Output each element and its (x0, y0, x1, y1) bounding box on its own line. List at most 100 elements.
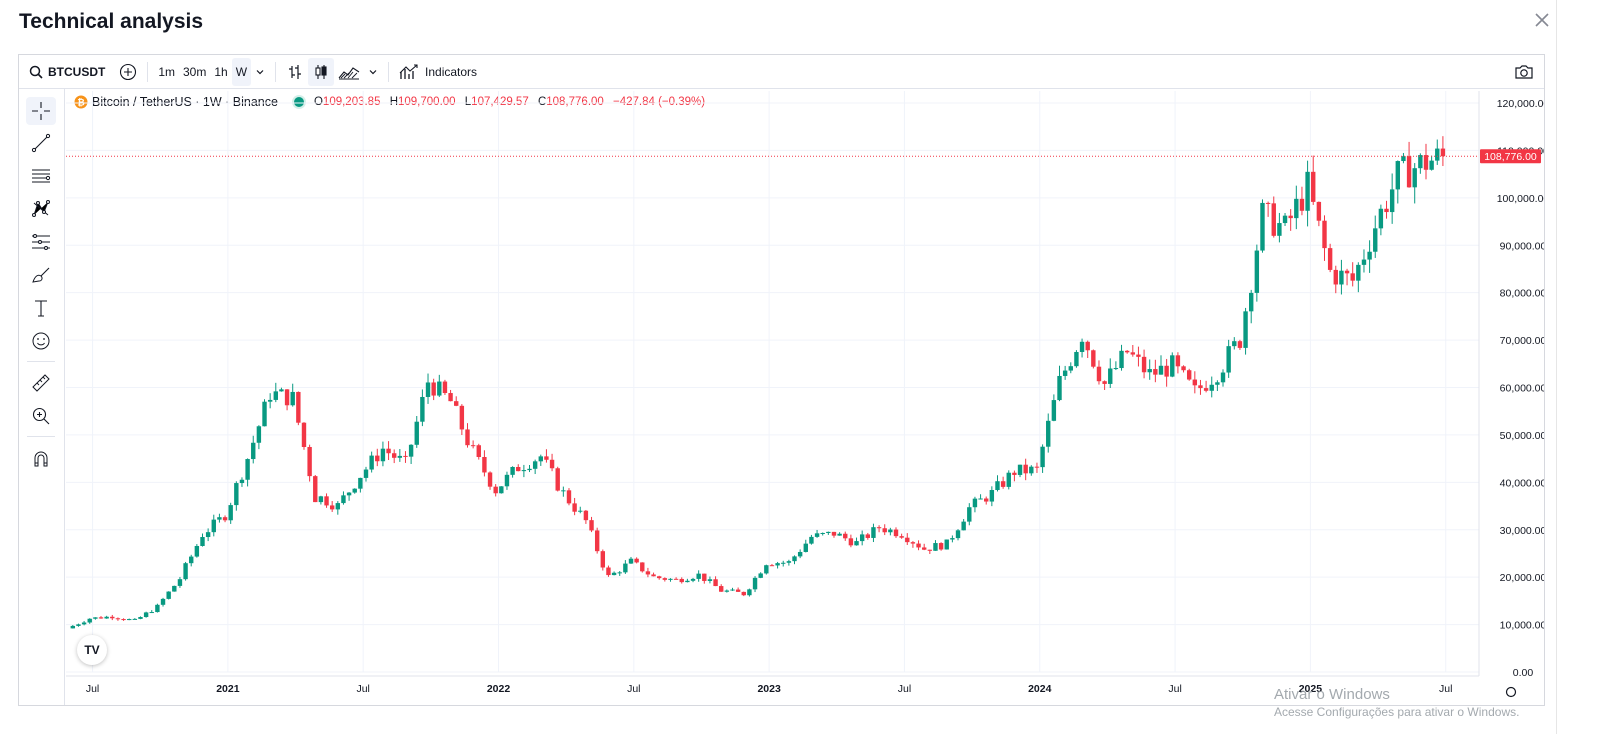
candle-body (758, 573, 763, 578)
candle-body (516, 466, 521, 472)
close-value: 108,776.00 (546, 96, 604, 108)
bars-style-button[interactable] (282, 58, 308, 86)
interval-1m[interactable]: 1m (158, 64, 175, 79)
y-tick-label: 10,000.00 (1500, 620, 1544, 632)
candle-body (995, 481, 1000, 491)
candle-body (222, 517, 228, 521)
forecast-tool[interactable] (26, 228, 56, 256)
candle-body (1085, 341, 1090, 351)
candle-body (121, 619, 126, 621)
text-tool[interactable] (26, 294, 56, 322)
candle-body (1389, 189, 1395, 213)
text-icon (35, 300, 47, 317)
y-tick-label: 80,000.00 (1500, 288, 1544, 300)
candle-body (93, 617, 98, 619)
chart-toolbar: BTCUSDT 1m 30m 1h W Indicators (19, 55, 1544, 89)
candle-body (397, 455, 403, 458)
candle-body (470, 445, 476, 447)
horizontal-lines-tool[interactable] (26, 162, 56, 190)
pattern-tool[interactable] (26, 195, 56, 223)
tradingview-logo[interactable]: TV (77, 635, 107, 665)
candle-body (623, 563, 628, 573)
candle-body (487, 472, 493, 487)
interval-w[interactable]: W (231, 57, 252, 86)
candle-body (313, 476, 318, 503)
trend-line-tool[interactable] (26, 129, 56, 157)
brush-tool[interactable] (26, 261, 56, 289)
snapshot-button[interactable] (1510, 58, 1538, 86)
candle-body (1012, 472, 1017, 475)
measure-tool[interactable] (26, 369, 56, 397)
candle-body (848, 538, 854, 546)
candle-body (1017, 464, 1023, 475)
candle-body (640, 562, 645, 572)
candle-body (831, 531, 837, 536)
candle-body (454, 401, 459, 406)
candle-body (205, 532, 211, 538)
candle-body (544, 456, 549, 460)
interval-30m[interactable]: 30m (183, 64, 207, 79)
candle-body (927, 549, 933, 551)
candle-body (786, 561, 792, 563)
chart-widget: BTCUSDT 1m 30m 1h W Indicators (18, 54, 1545, 706)
candle-body (425, 382, 431, 397)
area-style-button[interactable] (334, 58, 364, 86)
candle-body (589, 520, 594, 531)
candle-body (1294, 198, 1299, 219)
interval-dropdown[interactable] (251, 58, 269, 86)
symbol-search-button[interactable]: BTCUSDT (25, 58, 109, 86)
change-value: −427.84 (−0.39%) (613, 96, 706, 108)
close-icon[interactable] (1532, 10, 1552, 30)
candle-body (775, 563, 780, 566)
candle-body (375, 455, 380, 462)
candle-body (1260, 202, 1265, 251)
indicators-button[interactable]: Indicators (395, 58, 481, 86)
candle-body (1378, 208, 1384, 229)
x-tick-label: Jul (898, 683, 911, 695)
compare-symbol-button[interactable] (115, 58, 141, 86)
candle-body (1119, 350, 1124, 369)
candle-body (1074, 351, 1079, 367)
candle-body (1068, 366, 1073, 371)
candles-style-button[interactable] (308, 57, 335, 86)
legend-ohlc: O109,203.85 H109,700.00 L107,429.57 C108… (314, 96, 705, 108)
candle-body (843, 533, 848, 539)
zoom-tool[interactable] (26, 402, 56, 430)
candle-body (549, 459, 555, 469)
crosshair-tool[interactable] (26, 97, 56, 125)
interval-1h[interactable]: 1h (214, 64, 228, 79)
y-tick-label: 100,000.00 (1497, 193, 1544, 205)
candle-body (279, 389, 284, 392)
candle-body (1153, 369, 1158, 375)
price-chart[interactable]: 0.00 10,000.00 20,000.00 30,000.00 40,000.00… (19, 55, 1544, 705)
candle-body (1209, 384, 1214, 391)
low-value: 107,429.57 (471, 96, 529, 108)
candle-body (262, 401, 267, 427)
candle-body (724, 590, 730, 592)
horizontal-lines-icon (32, 169, 51, 183)
candle-body (1327, 248, 1333, 270)
candle-body (555, 468, 560, 491)
candle-body (876, 527, 882, 529)
candle-body (921, 547, 927, 550)
candle-body (656, 576, 662, 579)
emoji-tool[interactable] (26, 327, 56, 355)
candle-body (76, 624, 81, 626)
x-tick-label: 2021 (216, 683, 240, 695)
x-tick-label: 2025 (1299, 683, 1323, 695)
indicators-icon (399, 63, 418, 79)
ruler-icon (32, 374, 50, 392)
candle-body (1113, 368, 1119, 370)
candle-body (1023, 464, 1028, 474)
magnet-tool[interactable] (26, 445, 56, 473)
candle-body (1198, 385, 1203, 389)
settings-icon[interactable] (1505, 686, 1517, 698)
candle-body (955, 530, 961, 539)
candle-body (1373, 228, 1378, 252)
candle-body (634, 558, 639, 563)
candle-body (583, 510, 589, 521)
legend-symbol[interactable]: Bitcoin / TetherUS · 1W · Binance (92, 95, 278, 109)
symbol-label: BTCUSDT (48, 64, 106, 79)
chart-style-dropdown[interactable] (364, 58, 382, 86)
candle-body (1181, 366, 1186, 371)
